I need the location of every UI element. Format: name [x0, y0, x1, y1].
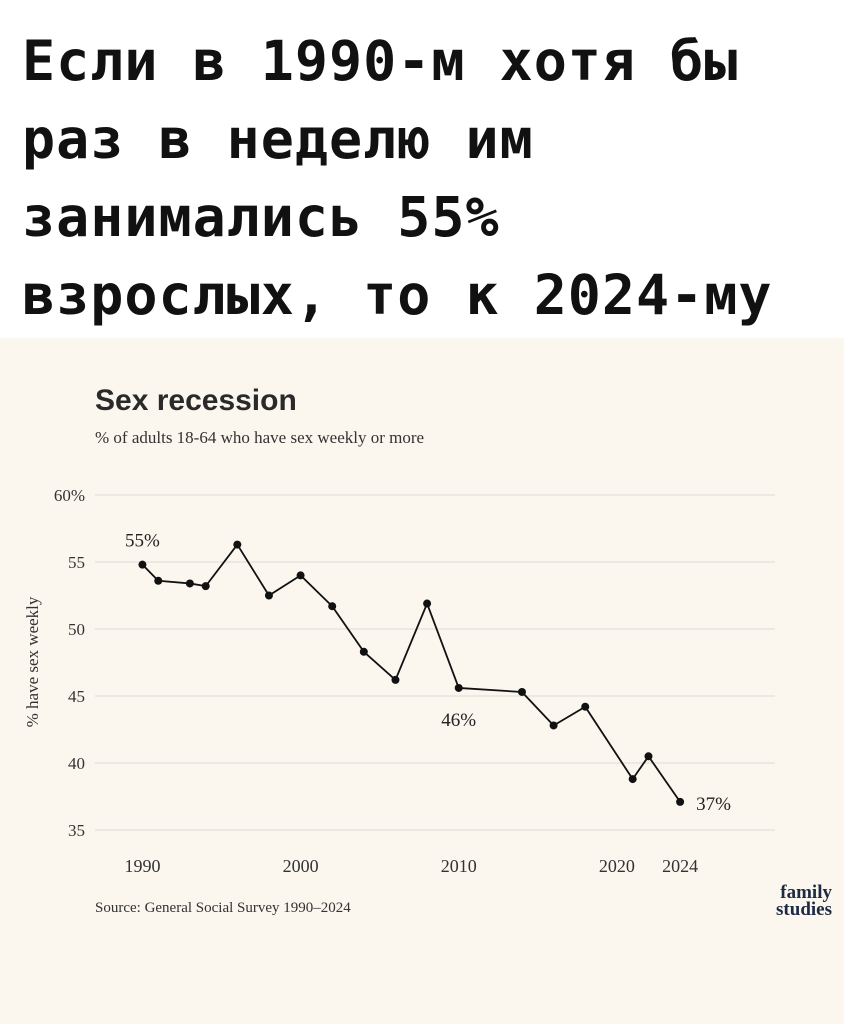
data-point [185, 579, 194, 588]
data-point [549, 721, 558, 730]
chart-card [0, 338, 844, 1024]
data-point [264, 591, 273, 600]
chart-subtitle: % of adults 18-64 who have sex weekly or… [95, 428, 425, 447]
data-point [359, 647, 368, 656]
y-tick-label: 60% [54, 486, 85, 505]
data-point [391, 675, 400, 684]
data-point [328, 602, 337, 611]
logo-line-family: family [780, 882, 832, 903]
x-tick-label: 2010 [441, 856, 477, 876]
y-tick-label: 45 [68, 687, 85, 706]
data-label: 55% [125, 531, 160, 552]
source-note: Source: General Social Survey 1990–2024 [95, 900, 351, 916]
data-point [676, 797, 685, 806]
y-tick-label: 40 [68, 754, 85, 773]
data-label: 37% [696, 794, 731, 815]
y-axis-label: % have sex weekly [23, 596, 42, 727]
y-tick-label: 50 [68, 620, 85, 639]
data-point [233, 540, 242, 549]
data-point [454, 683, 463, 692]
data-point [581, 702, 590, 711]
chart-title: Sex recession [95, 384, 297, 417]
y-tick-label: 55 [68, 553, 85, 572]
data-point [138, 560, 147, 569]
y-tick-label: 35 [68, 821, 85, 840]
x-tick-label: 2020 [599, 856, 635, 876]
data-point [201, 582, 210, 591]
logo-line-studies: studies [776, 899, 832, 920]
family-studies-logo: family studies [732, 882, 832, 920]
data-point [296, 571, 305, 580]
x-tick-label: 1990 [124, 856, 160, 876]
x-tick-label: 2024 [662, 856, 698, 876]
data-point [628, 775, 637, 784]
data-label: 46% [441, 710, 476, 731]
data-point [423, 599, 432, 608]
data-point [154, 576, 163, 585]
data-point [644, 752, 653, 761]
x-tick-label: 2000 [283, 856, 319, 876]
data-point [517, 687, 526, 696]
